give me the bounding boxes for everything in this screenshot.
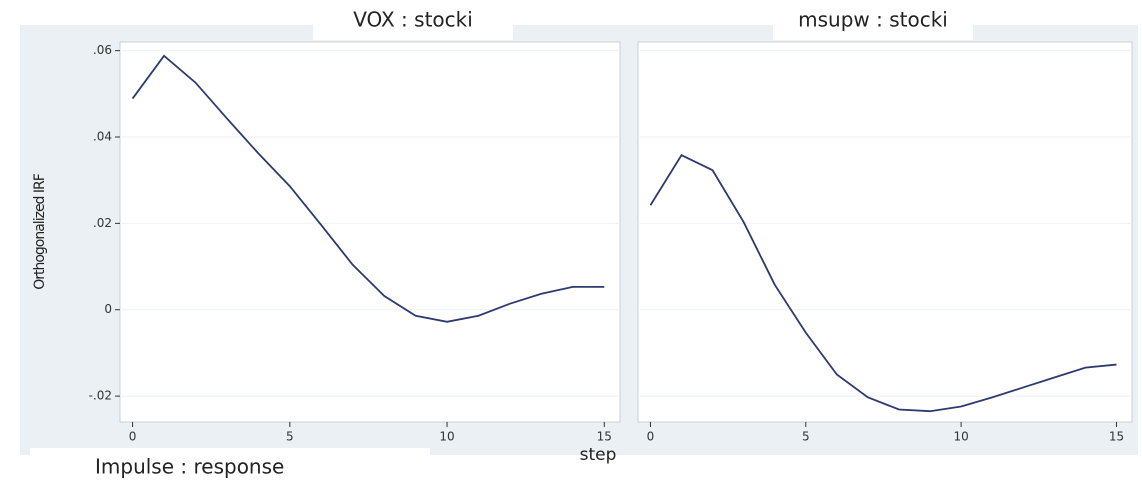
x-tick-label: 10 — [953, 430, 968, 444]
line-series — [649, 153, 1117, 413]
title-box — [773, 3, 973, 40]
note-box — [30, 448, 430, 483]
title-box — [313, 3, 513, 40]
x-tick-label: 10 — [439, 430, 454, 444]
x-tick-label: 15 — [597, 430, 612, 444]
plot-area — [119, 41, 621, 423]
y-tick-label: .02 — [93, 216, 112, 230]
panel-title: msupw : stocki — [798, 8, 948, 32]
x-tick-label: 5 — [802, 430, 810, 444]
y-tick-label: 0 — [104, 302, 112, 316]
note: Impulse : response — [95, 455, 284, 479]
panel-title: VOX : stocki — [353, 8, 473, 32]
y-tick-label: .06 — [93, 43, 112, 57]
x-axis-label: step — [580, 445, 617, 465]
x-tick-label: 0 — [129, 430, 137, 444]
line-series — [131, 54, 605, 323]
y-tick-label: -.02 — [89, 389, 112, 403]
y-axis-label: Orthogonalized IRF — [32, 173, 48, 290]
x-tick-label: 5 — [286, 430, 294, 444]
plot-area — [637, 41, 1133, 423]
x-tick-label: 0 — [647, 430, 655, 444]
y-tick-label: .04 — [93, 130, 112, 144]
x-tick-label: 15 — [1109, 430, 1124, 444]
